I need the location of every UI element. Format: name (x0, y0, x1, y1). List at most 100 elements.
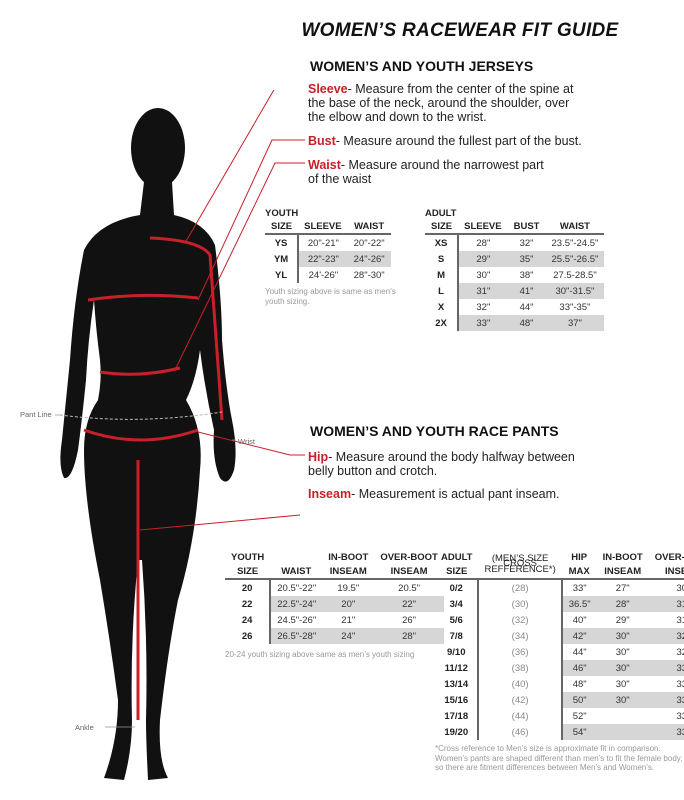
size-cell: 15/16 (435, 692, 480, 708)
value-cell: 52" (572, 710, 587, 722)
value-cell: 22" (374, 596, 444, 612)
value-cell: 36.5" (561, 596, 597, 612)
body-silhouette-figure (55, 90, 305, 780)
waist-line (99, 366, 181, 376)
table-row: S 29" 35" 25.5"-26.5" (425, 251, 605, 267)
cross-ref-cell: (28) (478, 579, 563, 596)
size-cell: 2X (425, 315, 460, 331)
table-row: XS 28" 32" 23.5"-24.5" (425, 234, 604, 251)
table-row: 22 22.5"-24" 20" 22" (225, 596, 444, 612)
hip-term: Hip (308, 450, 329, 464)
value-cell: 32" (648, 628, 684, 644)
adult-pants-table-block: ADULT (MEN’S SIZE CROSS REFFERENCE*) HIP IN… (435, 550, 684, 773)
page-title: WOMEN’S RACEWEAR FIT GUIDE (301, 20, 619, 41)
bust-term: Bust (308, 134, 336, 148)
youth-jersey-caption: YOUTH (265, 208, 299, 219)
adult-jersey-caption: ADULT (425, 208, 457, 219)
sleeve-description: Sleeve- Measure from the center of the s… (308, 82, 578, 124)
adult-jersey-table: SIZE SLEEVE BUST WAIST XS 28" 32" 23.5"-24.5" S 2… (425, 219, 605, 331)
head-shape (131, 108, 185, 188)
value-cell: 30" (615, 646, 630, 658)
size-cell: 22 (225, 596, 272, 612)
column-header: IN-BOOT (328, 551, 369, 563)
size-cell: XS (425, 234, 460, 251)
size-cell: YL (265, 267, 300, 283)
column-header: SLEEVE (458, 219, 508, 235)
column-header: OVER-BOOT (654, 551, 684, 563)
value-cell: 33" (648, 660, 684, 676)
adult-jersey-table-block: ADULT SIZE SLEEVE BUST WAIST XS 28" 32" 23.5"-2… (425, 208, 605, 331)
youth-jersey-table: SIZE SLEEVE WAIST YS 20"-21" 20"-22" YM 22"-23"… (265, 219, 391, 283)
pant-line-label: Pant Line (20, 410, 52, 419)
header-row: SIZEMAXINSEAMINSEAM (435, 564, 684, 580)
cross-ref-cell: (36) (478, 644, 563, 660)
sleeve-term: Sleeve (308, 82, 348, 96)
table-row: 9/10(36) 44" 30" 32" (435, 644, 684, 660)
value-cell: 33" (676, 678, 684, 690)
value-cell: 20.5" (398, 582, 421, 594)
value-cell: 22.5"-24" (270, 596, 323, 612)
value-cell: 30"-31.5" (545, 283, 605, 299)
value-cell: 28"-30" (353, 269, 385, 281)
column-header: SLEEVE (298, 219, 348, 235)
table-row: YM 22"-23" 24"-26" (265, 251, 391, 267)
value-cell: 29" (615, 614, 630, 626)
value-cell: 37" (545, 315, 605, 331)
value-cell: 31" (458, 283, 508, 299)
value-cell: 32" (476, 301, 491, 313)
size-cell: 3/4 (435, 596, 480, 612)
table-row: 26 26.5"-28" 24" 28" (225, 628, 444, 644)
table-row: X 32" 44" 33"-35" (425, 299, 604, 315)
value-cell: 38" (519, 269, 534, 281)
size-cell: 26 (225, 628, 272, 644)
adult-pants-table: ADULT (MEN’S SIZE CROSS REFFERENCE*) HIP IN… (435, 550, 684, 740)
value-cell: 32" (676, 646, 684, 658)
column-header: WAIST (545, 219, 605, 235)
table-row: L 31" 41" 30"-31.5" (425, 283, 605, 299)
value-cell: 31" (676, 614, 684, 626)
value-cell: 48" (507, 315, 546, 331)
value-cell: 30" (676, 582, 684, 594)
column-header: WAIST (270, 564, 323, 580)
column-header: OVER-BOOT (380, 551, 438, 563)
value-cell: 24.5"-26" (277, 614, 317, 626)
youth-pants-table-block: YOUTH IN-BOOT OVER-BOOT SIZE WAIST INSEAM INSE… (225, 550, 444, 660)
value-cell: 24'-26" (308, 269, 339, 281)
column-header: BUST (507, 219, 546, 235)
measurement-lines (83, 236, 224, 720)
pant-line-marker (59, 411, 223, 420)
body-shape (60, 182, 236, 780)
jerseys-heading: WOMEN’S AND YOUTH JERSEYS (310, 58, 534, 74)
size-cell: S (425, 251, 460, 267)
waist-text: - Measure around the narrowest part of t… (308, 158, 544, 186)
value-cell: 24" (322, 628, 375, 644)
bust-line (87, 293, 199, 302)
value-cell (597, 708, 649, 724)
value-cell: 30" (596, 660, 649, 676)
column-header: HIP (571, 551, 588, 563)
table-row: M 30" 38" 27.5-28.5" (425, 267, 604, 283)
cross-ref-cell: (40) (478, 676, 563, 692)
cross-ref-cell: (38) (478, 660, 563, 676)
table-row: 7/8(34)42"30"32" (435, 628, 684, 644)
header-row: SIZE WAIST INSEAM INSEAM (225, 564, 444, 580)
column-header: MAX (561, 564, 597, 580)
cross-ref-cell: (42) (478, 692, 563, 708)
inseam-text: - Measurement is actual pant inseam. (351, 487, 560, 501)
table-row: 5/6(32) 40" 29" 31" (435, 612, 684, 628)
value-cell: 20" (322, 596, 375, 612)
value-cell: 24"-26" (347, 251, 391, 267)
hip-line (83, 428, 199, 442)
value-cell: 23.5"-24.5" (551, 237, 599, 249)
hip-description: Hip- Measure around the body halfway bet… (308, 450, 578, 478)
value-cell: 28" (596, 596, 649, 612)
value-cell: 44" (519, 301, 534, 313)
column-header: INSEAM (374, 564, 444, 580)
column-header: SIZE (265, 219, 299, 235)
value-cell: 27.5-28.5" (553, 269, 597, 281)
column-header (270, 550, 322, 564)
table-row: 13/14(40) 48" 30" 33" (435, 676, 684, 692)
cross-ref-cell: (46) (478, 724, 563, 740)
cross-ref-cell: (32) (478, 612, 563, 628)
